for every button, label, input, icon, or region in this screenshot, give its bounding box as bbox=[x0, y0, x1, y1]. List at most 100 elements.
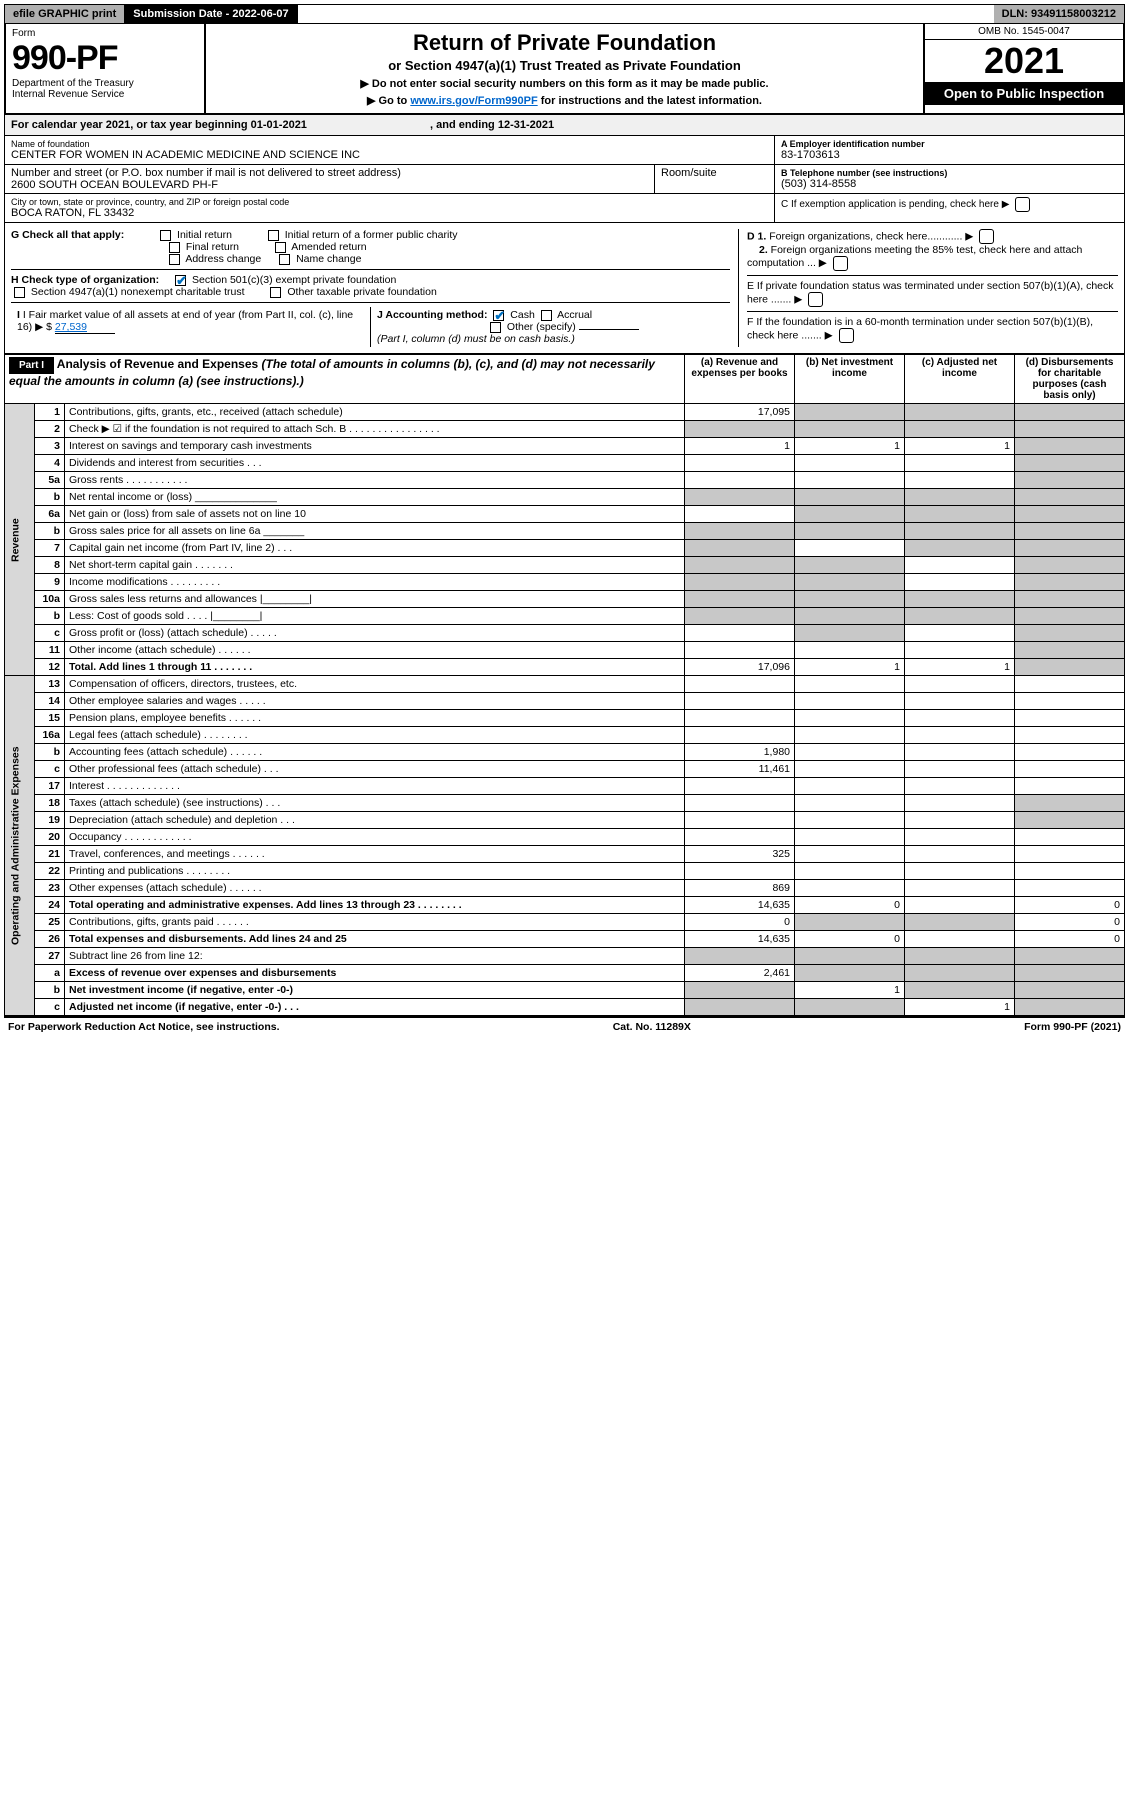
amount-d: 0 bbox=[1015, 897, 1125, 914]
g-name-checkbox[interactable] bbox=[279, 254, 290, 265]
amount-a bbox=[685, 455, 795, 472]
amount-b bbox=[795, 999, 905, 1016]
table-row: bNet investment income (if negative, ent… bbox=[5, 982, 1125, 999]
g-initial-former-checkbox[interactable] bbox=[268, 230, 279, 241]
amount-b bbox=[795, 710, 905, 727]
f-checkbox[interactable] bbox=[839, 328, 854, 343]
row-label: Check ▶ ☑ if the foundation is not requi… bbox=[65, 421, 685, 438]
amount-b: 1 bbox=[795, 438, 905, 455]
amount-d: 0 bbox=[1015, 931, 1125, 948]
form-title: Return of Private Foundation bbox=[212, 30, 917, 56]
amount-d bbox=[1015, 948, 1125, 965]
table-row: cAdjusted net income (if negative, enter… bbox=[5, 999, 1125, 1016]
d2-checkbox[interactable] bbox=[833, 256, 848, 271]
h-row: H Check type of organization: Section 50… bbox=[11, 274, 730, 298]
amount-b bbox=[795, 965, 905, 982]
fmv-link[interactable]: 27,539 bbox=[55, 321, 115, 334]
table-row: 9Income modifications . . . . . . . . . bbox=[5, 574, 1125, 591]
ein: 83-1703613 bbox=[781, 149, 1118, 161]
amount-c: 1 bbox=[905, 999, 1015, 1016]
dept-2: Internal Revenue Service bbox=[12, 89, 198, 100]
amount-a: 869 bbox=[685, 880, 795, 897]
h-other-checkbox[interactable] bbox=[270, 287, 281, 298]
col-b: (b) Net investment income bbox=[795, 355, 905, 404]
top-bar: efile GRAPHIC print Submission Date - 20… bbox=[4, 4, 1125, 24]
row-label: Pension plans, employee benefits . . . .… bbox=[65, 710, 685, 727]
row-label: Gross profit or (loss) (attach schedule)… bbox=[65, 625, 685, 642]
h-4947-checkbox[interactable] bbox=[14, 287, 25, 298]
amount-b bbox=[795, 863, 905, 880]
row-number: 9 bbox=[35, 574, 65, 591]
irs-link[interactable]: www.irs.gov/Form990PF bbox=[410, 95, 537, 107]
row-number: 19 bbox=[35, 812, 65, 829]
row-number: 24 bbox=[35, 897, 65, 914]
row-label: Income modifications . . . . . . . . . bbox=[65, 574, 685, 591]
row-label: Printing and publications . . . . . . . … bbox=[65, 863, 685, 880]
e-checkbox[interactable] bbox=[808, 292, 823, 307]
amount-a: 17,096 bbox=[685, 659, 795, 676]
amount-d bbox=[1015, 999, 1125, 1016]
j-cash-checkbox[interactable] bbox=[493, 310, 504, 321]
row-label: Interest on savings and temporary cash i… bbox=[65, 438, 685, 455]
amount-d bbox=[1015, 574, 1125, 591]
row-number: b bbox=[35, 744, 65, 761]
footer: For Paperwork Reduction Act Notice, see … bbox=[4, 1016, 1125, 1036]
h-501c3-checkbox[interactable] bbox=[175, 275, 186, 286]
row-number: 4 bbox=[35, 455, 65, 472]
amount-d bbox=[1015, 404, 1125, 421]
amount-a: 11,461 bbox=[685, 761, 795, 778]
g-final-checkbox[interactable] bbox=[169, 242, 180, 253]
table-row: 24Total operating and administrative exp… bbox=[5, 897, 1125, 914]
d-row: D 1. D 1. Foreign organizations, check h… bbox=[747, 229, 1118, 271]
g-amended-checkbox[interactable] bbox=[275, 242, 286, 253]
table-row: 26Total expenses and disbursements. Add … bbox=[5, 931, 1125, 948]
g-initial-checkbox[interactable] bbox=[160, 230, 171, 241]
amount-a bbox=[685, 948, 795, 965]
table-row: 4Dividends and interest from securities … bbox=[5, 455, 1125, 472]
c-checkbox[interactable] bbox=[1015, 197, 1030, 212]
row-number: 1 bbox=[35, 404, 65, 421]
amount-d bbox=[1015, 608, 1125, 625]
amount-a bbox=[685, 557, 795, 574]
d1-checkbox[interactable] bbox=[979, 229, 994, 244]
form-header: Form 990-PF Department of the Treasury I… bbox=[4, 24, 1125, 115]
row-label: Gross sales less returns and allowances … bbox=[65, 591, 685, 608]
table-row: Operating and Administrative Expenses13C… bbox=[5, 676, 1125, 693]
j-other-checkbox[interactable] bbox=[490, 322, 501, 333]
row-number: 8 bbox=[35, 557, 65, 574]
city-label: City or town, state or province, country… bbox=[11, 197, 768, 207]
amount-c bbox=[905, 761, 1015, 778]
row-label: Occupancy . . . . . . . . . . . . bbox=[65, 829, 685, 846]
row-number: 23 bbox=[35, 880, 65, 897]
j-accrual-checkbox[interactable] bbox=[541, 310, 552, 321]
amount-d bbox=[1015, 557, 1125, 574]
amount-c bbox=[905, 489, 1015, 506]
row-number: 25 bbox=[35, 914, 65, 931]
c-label: C If exemption application is pending, c… bbox=[781, 199, 999, 210]
table-row: 14Other employee salaries and wages . . … bbox=[5, 693, 1125, 710]
form-subtitle: or Section 4947(a)(1) Trust Treated as P… bbox=[212, 58, 917, 73]
row-label: Net gain or (loss) from sale of assets n… bbox=[65, 506, 685, 523]
amount-c bbox=[905, 846, 1015, 863]
table-row: Revenue1Contributions, gifts, grants, et… bbox=[5, 404, 1125, 421]
amount-a: 0 bbox=[685, 914, 795, 931]
amount-a: 17,095 bbox=[685, 404, 795, 421]
amount-a bbox=[685, 574, 795, 591]
row-number: 14 bbox=[35, 693, 65, 710]
amount-b bbox=[795, 557, 905, 574]
amount-c bbox=[905, 812, 1015, 829]
table-row: 3Interest on savings and temporary cash … bbox=[5, 438, 1125, 455]
form-number: 990-PF bbox=[12, 39, 198, 78]
amount-a: 1,980 bbox=[685, 744, 795, 761]
amount-a bbox=[685, 506, 795, 523]
row-number: 13 bbox=[35, 676, 65, 693]
checks-area: G Check all that apply: Initial return I… bbox=[4, 223, 1125, 354]
g-address-checkbox[interactable] bbox=[169, 254, 180, 265]
efile-label[interactable]: efile GRAPHIC print bbox=[5, 5, 125, 23]
amount-a bbox=[685, 710, 795, 727]
amount-d bbox=[1015, 472, 1125, 489]
amount-d bbox=[1015, 812, 1125, 829]
row-number: a bbox=[35, 965, 65, 982]
amount-a bbox=[685, 829, 795, 846]
street: 2600 SOUTH OCEAN BOULEVARD PH-F bbox=[11, 179, 648, 191]
